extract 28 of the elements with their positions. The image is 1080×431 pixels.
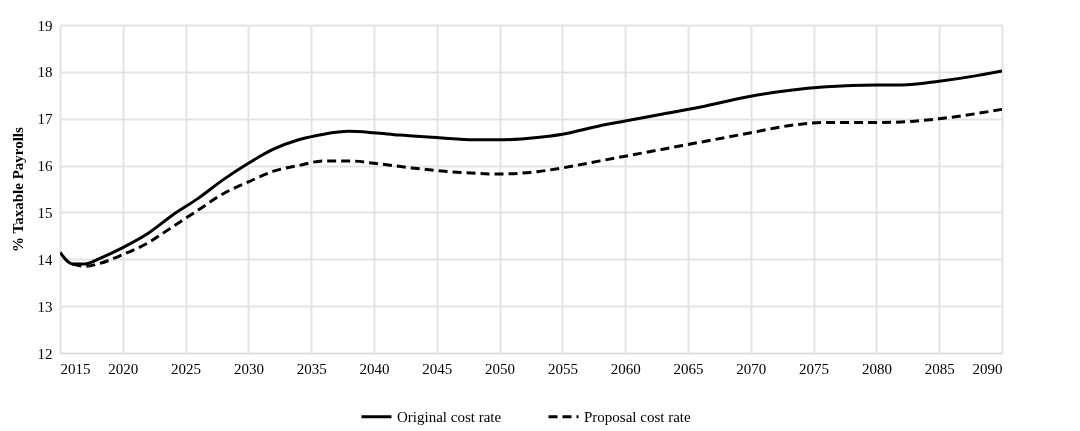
x-tick-label: 2080 bbox=[861, 360, 892, 377]
x-tick-label: 2040 bbox=[359, 360, 390, 377]
y-tick-label: 14 bbox=[37, 251, 53, 268]
x-tick-label: 2015 bbox=[60, 360, 91, 377]
y-tick-label: 16 bbox=[37, 158, 53, 175]
x-tick-label: 2075 bbox=[799, 360, 830, 377]
x-tick-label: 2065 bbox=[673, 360, 704, 377]
y-tick-label: 18 bbox=[37, 64, 53, 81]
x-tick-label: 2025 bbox=[171, 360, 202, 377]
x-tick-label: 2070 bbox=[736, 360, 767, 377]
x-tick-label: 2030 bbox=[233, 360, 264, 377]
x-tick-label: 2060 bbox=[610, 360, 641, 377]
y-tick-label: 17 bbox=[37, 111, 53, 128]
x-tick-label: 2045 bbox=[422, 360, 453, 377]
x-tick-label: 2055 bbox=[547, 360, 578, 377]
y-tick-label: 13 bbox=[37, 298, 53, 315]
y-tick-label: 19 bbox=[37, 17, 53, 34]
line-series bbox=[60, 69, 1002, 266]
y-axis-title: % Taxable Payrolls bbox=[9, 126, 26, 252]
y-tick-label: 15 bbox=[37, 204, 53, 221]
legend-label: Proposal cost rate bbox=[584, 408, 691, 425]
x-tick-label: 2050 bbox=[485, 360, 516, 377]
x-tick-label: 2035 bbox=[296, 360, 327, 377]
legend-label: Original cost rate bbox=[397, 408, 502, 425]
x-tick-label: 2090 bbox=[972, 360, 1003, 377]
y-tick-label: 12 bbox=[37, 345, 53, 362]
x-tick-label: 2020 bbox=[108, 360, 139, 377]
x-tick-label: 2085 bbox=[924, 360, 955, 377]
